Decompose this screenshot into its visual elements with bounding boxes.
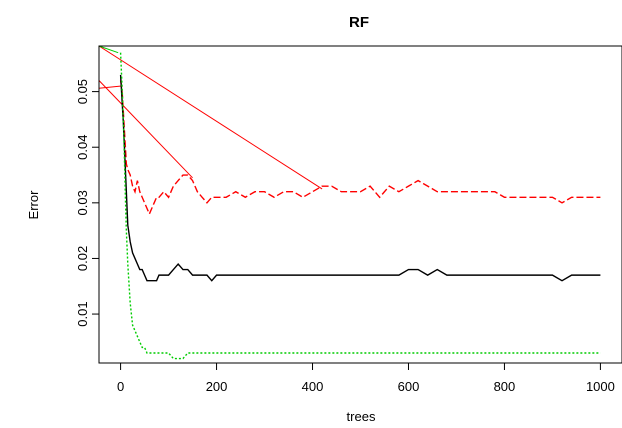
y-tick-label: 0.04 <box>75 135 90 160</box>
x-tick-label: 1000 <box>586 379 615 394</box>
y-tick-label: 0.05 <box>75 79 90 104</box>
plot-border <box>98 45 622 364</box>
y-axis-label: Error <box>26 190 41 220</box>
x-tick-label: 800 <box>494 379 516 394</box>
x-tick-label: 600 <box>398 379 420 394</box>
y-tick-label: 0.02 <box>75 246 90 271</box>
connector-line-2 <box>98 80 193 179</box>
x-axis: 0 200 400 600 800 1000 <box>117 363 615 394</box>
x-tick-label: 400 <box>302 379 324 394</box>
connector-line-1 <box>98 45 323 190</box>
series-black <box>119 74 601 282</box>
y-axis: 0.01 0.02 0.03 0.04 0.05 <box>75 79 99 327</box>
series-layer <box>98 45 601 360</box>
series-green <box>119 52 601 360</box>
y-tick-label: 0.03 <box>75 190 90 215</box>
connector-line-4 <box>98 45 119 54</box>
connector-line-3 <box>98 85 122 89</box>
chart-title: RF <box>349 14 369 31</box>
x-tick-label: 0 <box>117 379 124 394</box>
y-tick-label: 0.01 <box>75 301 90 326</box>
series-red <box>119 80 601 216</box>
x-axis-label: trees <box>347 409 376 424</box>
x-tick-label: 200 <box>206 379 228 394</box>
